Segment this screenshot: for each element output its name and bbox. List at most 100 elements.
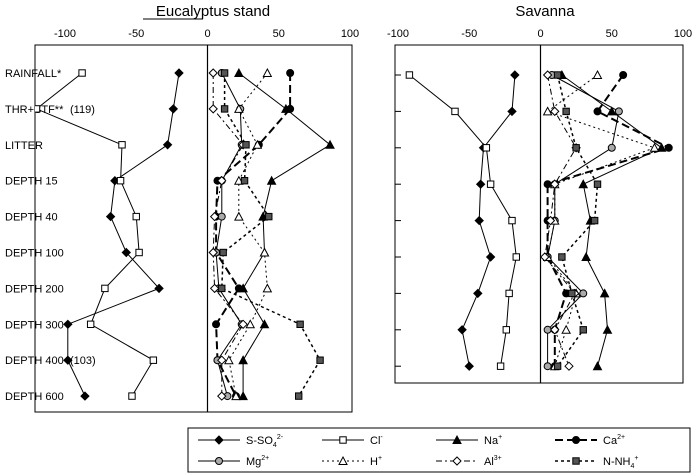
panel-savanna: Savanna -100 -50 0 50 100 [387, 3, 692, 384]
category-label: RAINFALL* [5, 68, 62, 80]
data-point-na [325, 139, 335, 149]
data-point-h [231, 391, 241, 401]
series-line-na [238, 72, 331, 397]
data-point-h [224, 355, 234, 365]
x-tick-label: -50 [461, 28, 477, 40]
data-point-ca [286, 69, 295, 77]
data-point-sso4 [121, 247, 131, 258]
data-point-al [564, 361, 574, 371]
data-point-sso4 [464, 361, 474, 371]
category-label: DEPTH 400 [5, 355, 64, 367]
panel-title: Eucalyptus stand [156, 3, 270, 20]
legend-swatch-marker [452, 456, 462, 466]
data-point-mg [614, 107, 623, 116]
category-label: DEPTH 600 [5, 391, 64, 403]
data-point-cl [135, 248, 143, 257]
data-point-sso4 [474, 215, 484, 226]
data-point-na [258, 211, 268, 221]
category-label: THR+STF** [5, 104, 64, 116]
legend-item-al: Al3+ [436, 455, 502, 468]
data-point-nnh4 [295, 392, 303, 400]
data-point-nnh4 [572, 144, 580, 152]
legend-item-h: H+ [322, 455, 382, 468]
legend-label: Ca2+ [603, 434, 625, 447]
data-point-h [234, 103, 244, 113]
data-point-sso4 [485, 252, 496, 262]
data-point-cl [508, 216, 516, 225]
data-point-cl [486, 180, 495, 188]
series-line-ca [215, 73, 292, 397]
data-point-al [540, 252, 550, 262]
data-point-ca [212, 320, 221, 329]
data-point-na [578, 179, 589, 189]
series-line-cl [35, 72, 154, 397]
data-point-al [545, 215, 556, 226]
data-point-h [592, 69, 603, 79]
x-tick-label: 0 [537, 28, 543, 40]
data-point-sso4 [80, 391, 90, 401]
data-point-nnh4 [242, 141, 250, 149]
data-point-al [208, 68, 218, 78]
data-point-na [234, 67, 244, 77]
data-point-cl [482, 144, 491, 152]
series-layer [35, 67, 335, 401]
series-line-mg [215, 72, 243, 397]
data-point-h [561, 324, 571, 334]
legend-swatch-marker [214, 435, 224, 445]
data-point-sso4 [473, 288, 483, 299]
data-point-na [259, 319, 270, 329]
data-point-sso4 [507, 106, 517, 117]
data-point-nnh4 [590, 216, 599, 225]
data-point-cl [405, 71, 414, 79]
series-layer [405, 69, 673, 371]
series-line-al [212, 73, 244, 397]
data-point-sso4 [63, 319, 73, 330]
legend-label: S-SO42- [246, 434, 284, 449]
series-line-ca [546, 74, 672, 367]
data-point-nnh4 [562, 107, 570, 116]
plot-frame [34, 44, 353, 413]
data-point-cl [86, 320, 95, 329]
data-point-ca [619, 71, 628, 79]
data-point-sso4 [154, 283, 164, 294]
data-point-nnh4 [558, 253, 566, 261]
series-line-sso4 [67, 72, 180, 397]
data-point-mg [607, 143, 616, 152]
category-label: DEPTH 200 [5, 283, 64, 295]
annotation: (103) [70, 355, 96, 367]
data-point-nnh4 [265, 212, 273, 221]
data-point-h [262, 67, 273, 77]
data-point-ca [286, 104, 295, 113]
legend-swatch-marker [339, 436, 347, 444]
data-point-na [266, 175, 277, 185]
category-label: LITTER [5, 140, 43, 152]
category-label: DEPTH 100 [5, 248, 64, 260]
data-point-mg [579, 289, 588, 298]
legend-label: N-NH4+ [603, 455, 639, 470]
data-point-sso4 [174, 68, 184, 78]
x-tick-label: -100 [54, 28, 76, 40]
data-point-na [606, 106, 617, 116]
data-point-cl [78, 69, 86, 77]
data-point-nnh4 [568, 289, 576, 298]
legend-swatch-marker [572, 436, 580, 444]
legend-swatch-marker [338, 455, 348, 465]
data-point-al [217, 391, 227, 401]
data-point-sso4 [475, 179, 486, 189]
legend-item-nnh4: N-NH4+ [555, 455, 639, 470]
series-line-cl [409, 74, 517, 367]
data-point-na [602, 324, 613, 334]
data-point-al [550, 179, 560, 189]
data-point-nnh4 [579, 326, 587, 334]
data-point-cl [116, 177, 125, 185]
legend-label: Al3+ [484, 455, 502, 468]
data-point-al [217, 175, 227, 186]
data-point-nnh4 [316, 356, 324, 364]
data-point-nnh4 [220, 69, 229, 77]
annotation: (119) [70, 104, 95, 116]
data-point-sso4 [162, 140, 173, 150]
data-point-nnh4 [553, 71, 562, 79]
legend-item-ca: Ca2+ [555, 434, 625, 447]
x-tick-label: 0 [204, 28, 210, 40]
data-point-h [262, 283, 273, 293]
